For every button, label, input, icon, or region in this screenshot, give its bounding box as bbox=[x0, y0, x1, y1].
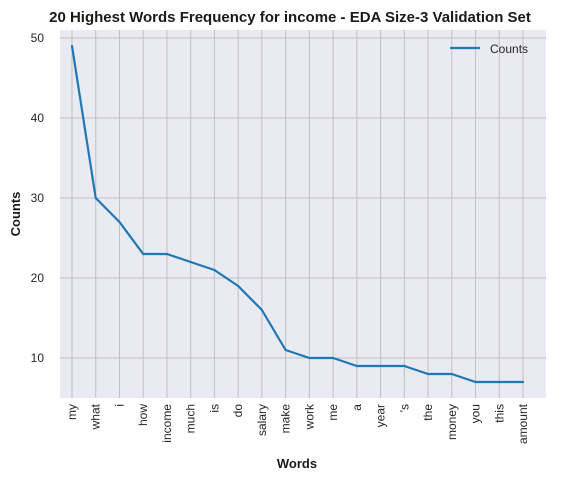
y-tick-label: 30 bbox=[31, 191, 45, 205]
data-point bbox=[165, 252, 169, 256]
data-point bbox=[70, 44, 74, 48]
y-tick-label: 10 bbox=[31, 351, 45, 365]
x-tick-label: me bbox=[326, 404, 340, 421]
x-tick-label: this bbox=[492, 404, 506, 423]
x-tick-label: do bbox=[231, 404, 245, 418]
series-line-counts bbox=[70, 45, 523, 384]
data-point bbox=[474, 380, 477, 384]
x-tick-label: how bbox=[136, 404, 150, 426]
y-axis-label: Counts bbox=[8, 192, 23, 237]
x-tick-label: much bbox=[184, 404, 198, 433]
data-point bbox=[260, 308, 263, 312]
data-point bbox=[284, 348, 287, 352]
y-tick-label: 20 bbox=[31, 271, 45, 285]
x-tick-label: i bbox=[112, 404, 126, 407]
x-tick-label: make bbox=[279, 404, 293, 434]
x-tick-label: amount bbox=[516, 403, 530, 444]
x-tick-label: income bbox=[160, 404, 174, 443]
data-point bbox=[426, 372, 430, 376]
x-tick-label: what bbox=[89, 403, 103, 430]
x-axis-ticks: my what i how income much is do salary make work me… bbox=[65, 403, 530, 444]
chart-title: 20 Highest Words Frequency for income - … bbox=[49, 9, 531, 26]
data-point bbox=[237, 284, 240, 288]
x-tick-label: salary bbox=[255, 404, 269, 436]
x-tick-label: the bbox=[421, 404, 435, 421]
series-layer bbox=[70, 44, 525, 384]
data-point bbox=[379, 364, 382, 368]
data-point bbox=[189, 260, 192, 264]
x-tick-label: money bbox=[445, 404, 459, 440]
data-point bbox=[332, 356, 335, 360]
x-axis-label: Words bbox=[277, 456, 317, 471]
y-axis-ticks: 10 20 30 40 50 bbox=[31, 31, 45, 365]
y-tick-label: 50 bbox=[31, 31, 45, 45]
data-point bbox=[142, 252, 145, 256]
x-tick-label: a bbox=[350, 404, 364, 411]
x-tick-label: my bbox=[65, 404, 79, 420]
data-point bbox=[118, 220, 121, 224]
data-point bbox=[355, 364, 358, 368]
x-tick-label: work bbox=[302, 403, 316, 430]
x-tick-label: is bbox=[207, 404, 221, 413]
data-point bbox=[498, 380, 501, 384]
grid-lines bbox=[60, 30, 546, 398]
data-point bbox=[308, 356, 311, 360]
legend: Counts bbox=[450, 42, 528, 56]
x-tick-label: 's bbox=[397, 404, 411, 412]
data-point bbox=[521, 380, 525, 384]
data-point bbox=[450, 372, 453, 376]
legend-label-counts: Counts bbox=[490, 42, 528, 56]
data-point bbox=[213, 268, 216, 272]
x-tick-label: you bbox=[469, 404, 483, 423]
y-tick-label: 40 bbox=[31, 111, 45, 125]
data-point bbox=[94, 196, 97, 200]
plot-area bbox=[60, 30, 546, 398]
x-tick-label: year bbox=[374, 404, 388, 427]
data-point bbox=[403, 364, 406, 368]
